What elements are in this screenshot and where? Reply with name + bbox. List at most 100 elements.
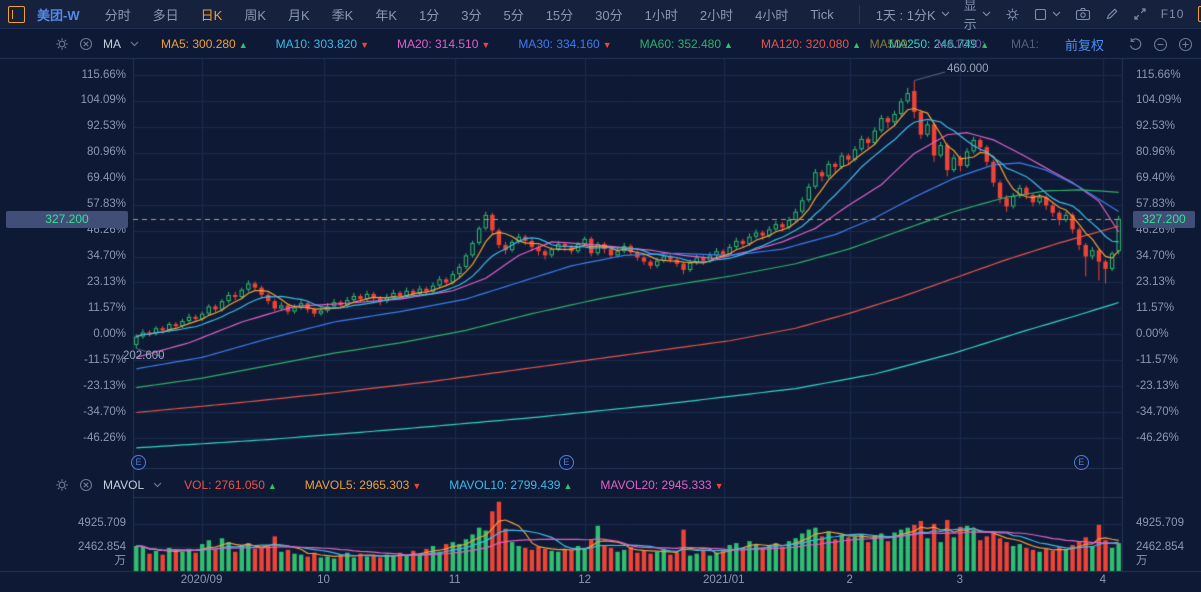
chevron-down-icon bbox=[1052, 11, 1061, 17]
low-price-annotation: 202.600 bbox=[123, 350, 165, 362]
percent-axis-label-left: 34.70% bbox=[86, 250, 126, 262]
indicator-value-MA30: MA30: 334.160 ▼ bbox=[518, 37, 612, 51]
date-axis-label-2020/09: 2020/09 bbox=[180, 574, 223, 586]
up-arrow-icon: ▲ bbox=[238, 40, 248, 50]
mavol-values-group: VOL: 2761.050 ▲ MAVOL5: 2965.303 ▼ MAVOL10: … bbox=[162, 478, 723, 492]
down-arrow-icon: ▼ bbox=[412, 481, 422, 491]
indicator-name[interactable]: MA bbox=[103, 37, 121, 51]
date-axis-label-2021/01: 2021/01 bbox=[702, 574, 745, 586]
period-tab-月K[interactable]: 月K bbox=[287, 7, 310, 23]
up-arrow-icon: ▲ bbox=[980, 40, 989, 50]
down-arrow-icon: ▼ bbox=[714, 481, 724, 491]
volume-indicator-bar: MAVOL VOL: 2761.050 ▲ MAVOL5: 2965.303 ▼ MAV… bbox=[55, 475, 724, 495]
volume-axis-label-right: 2462.854 bbox=[1136, 540, 1184, 553]
earnings-event-marker[interactable]: E bbox=[558, 455, 574, 470]
period-tab-季K[interactable]: 季K bbox=[331, 7, 354, 23]
settings-gear-icon[interactable] bbox=[1005, 7, 1020, 22]
remove-indicator-icon[interactable] bbox=[79, 478, 93, 492]
high-price-annotation: 460.000 bbox=[947, 63, 989, 75]
period-tab-3分[interactable]: 3分 bbox=[461, 7, 482, 23]
chevron-down-icon[interactable] bbox=[153, 482, 162, 488]
chevron-down-icon[interactable] bbox=[130, 41, 139, 47]
earnings-event-marker[interactable]: E bbox=[1073, 455, 1089, 470]
draw-pencil-icon[interactable] bbox=[1105, 7, 1119, 21]
screenshot-camera-icon[interactable] bbox=[1075, 7, 1091, 21]
chevron-down-icon bbox=[982, 11, 991, 17]
display-label: 显示 bbox=[963, 0, 977, 32]
aggregate-selector[interactable]: 1天 : 1分K bbox=[858, 4, 950, 24]
period-tab-1分[interactable]: 1分 bbox=[419, 7, 440, 23]
display-dropdown[interactable]: 显示 bbox=[964, 0, 991, 33]
zoom-in-icon[interactable] bbox=[1178, 37, 1193, 52]
chart-style-dropdown[interactable] bbox=[1034, 8, 1061, 21]
period-tab-5分[interactable]: 5分 bbox=[503, 7, 524, 23]
period-tab-Tick[interactable]: Tick bbox=[810, 6, 834, 22]
period-tab-分时[interactable]: 分时 bbox=[104, 7, 131, 23]
indicator-settings-gear-icon[interactable] bbox=[55, 37, 69, 51]
percent-axis-label-right: -34.70% bbox=[1136, 405, 1179, 418]
indicator-value-MA120: MA120: 320.080 ▲ bbox=[760, 37, 861, 51]
indicator-name[interactable]: MAVOL bbox=[103, 478, 145, 492]
indicator-value-MAVOL20: MAVOL20: 2945.333 ▼ bbox=[600, 478, 724, 492]
percent-axis-label-left: -11.57% bbox=[84, 353, 126, 366]
fullscreen-expand-icon[interactable] bbox=[1133, 7, 1147, 21]
period-tab-多日[interactable]: 多日 bbox=[152, 7, 179, 23]
percent-axis-label-right: 92.53% bbox=[1136, 120, 1176, 133]
up-arrow-icon: ▲ bbox=[852, 40, 861, 50]
volume-unit-label-right: 万 bbox=[1136, 555, 1148, 567]
chart-layout-icon[interactable] bbox=[8, 5, 25, 23]
period-tab-2小时[interactable]: 2小时 bbox=[699, 7, 734, 23]
percent-axis-label-right: 115.66% bbox=[1136, 68, 1181, 81]
remove-indicator-icon[interactable] bbox=[79, 37, 93, 51]
period-tab-4小时[interactable]: 4小时 bbox=[755, 7, 789, 23]
ma-values-group: MA5: 300.280 ▲ MA10: 303.820 ▼ MA20: 314.510… bbox=[139, 37, 989, 51]
indicator-settings-gear-icon[interactable] bbox=[55, 478, 69, 492]
zoom-out-icon[interactable] bbox=[1153, 37, 1168, 52]
earnings-event-marker[interactable]: E bbox=[130, 455, 146, 470]
period-tab-15分[interactable]: 15分 bbox=[545, 7, 574, 23]
percent-axis-label-right: 69.40% bbox=[1136, 172, 1176, 185]
period-tab-周K[interactable]: 周K bbox=[244, 7, 266, 23]
indicator-value-MA60: MA60: 352.480 ▲ bbox=[639, 37, 733, 51]
up-arrow-icon: ▲ bbox=[563, 481, 573, 491]
percent-axis-label-left: 23.13% bbox=[86, 275, 126, 288]
period-tabs: 分时 多日 日K 周K 月K 季K 年K 1分 3分 5分 15分 30分 1小时 2小时 4小时 Tick bbox=[94, 5, 845, 24]
percent-axis-label-right: 23.13% bbox=[1136, 275, 1176, 288]
indicator-dim-MA500[interactable]: MA500: bbox=[869, 37, 911, 51]
down-arrow-icon: ▼ bbox=[481, 40, 491, 50]
volume-axis-label-right: 4925.709 bbox=[1136, 517, 1184, 530]
indicator-value-MAVOL10: MAVOL10: 2799.439 ▲ bbox=[449, 478, 573, 492]
percent-axis-label-left: -23.13% bbox=[83, 379, 126, 392]
volume-axis-label-left: 2462.854 bbox=[78, 540, 126, 553]
date-axis-label-4: 4 bbox=[1099, 574, 1107, 586]
forward-adjust-button[interactable]: 前复权 bbox=[1064, 37, 1104, 53]
undo-icon[interactable] bbox=[1128, 37, 1143, 51]
percent-axis-label-right: 80.96% bbox=[1136, 146, 1176, 159]
percent-axis-label-left: 80.96% bbox=[86, 146, 126, 159]
indicator-value-VOL: VOL: 2761.050 ▲ bbox=[184, 478, 277, 492]
date-axis-label-10: 10 bbox=[317, 574, 330, 586]
percent-axis-label-left: -46.26% bbox=[83, 431, 126, 444]
percent-axis-label-left: 57.83% bbox=[86, 198, 126, 211]
indicator-dim-MA1000[interactable]: MA1000: bbox=[936, 37, 985, 51]
f10-info-button[interactable]: F10 bbox=[1160, 7, 1185, 21]
down-arrow-icon: ▼ bbox=[602, 40, 612, 50]
period-tab-30分[interactable]: 30分 bbox=[595, 7, 623, 23]
period-tab-日K[interactable]: 日K bbox=[200, 7, 223, 23]
main-indicator-bar: MA MA5: 300.280 ▲ MA10: 303.820 ▼ MA20: 314.… bbox=[55, 34, 989, 54]
percent-axis-label-right: 57.83% bbox=[1136, 198, 1176, 211]
main-indicator-right-group: MA500: MA1000: MA1: 前复权 bbox=[870, 34, 1193, 54]
percent-axis-label-left: -34.70% bbox=[83, 405, 126, 418]
up-arrow-icon: ▲ bbox=[267, 481, 277, 491]
percent-axis-label-left: 104.09% bbox=[80, 94, 126, 107]
chevron-down-icon bbox=[941, 11, 950, 17]
volume-axis-label-left: 4925.709 bbox=[78, 517, 126, 530]
period-tab-年K[interactable]: 年K bbox=[375, 7, 397, 23]
indicator-dim-MA1[interactable]: MA1: bbox=[1010, 37, 1039, 51]
date-axis-label-11: 11 bbox=[448, 574, 461, 586]
percent-axis-label-right: 0.00% bbox=[1136, 327, 1169, 340]
active-layout-icon[interactable] bbox=[1198, 6, 1201, 22]
period-tab-1小时[interactable]: 1小时 bbox=[644, 7, 678, 23]
percent-axis-label-right: -11.57% bbox=[1136, 353, 1178, 366]
